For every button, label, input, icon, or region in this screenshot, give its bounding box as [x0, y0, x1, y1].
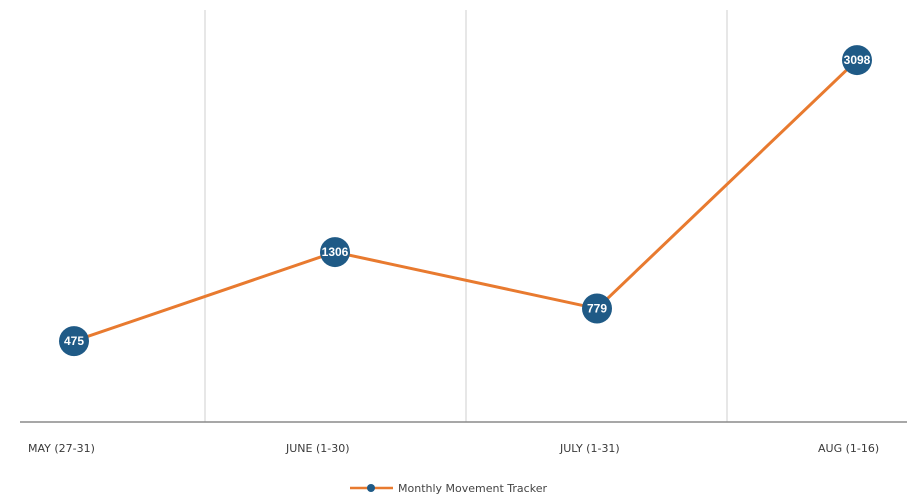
x-tick-label: MAY (27-31) — [28, 442, 95, 455]
legend-label: Monthly Movement Tracker — [398, 482, 547, 494]
legend: Monthly Movement Tracker — [350, 482, 547, 494]
data-label: 1306 — [322, 245, 349, 259]
data-point-marker — [59, 326, 89, 357]
data-point-marker — [842, 45, 872, 76]
data-point-marker — [320, 237, 350, 268]
data-label: 779 — [587, 302, 607, 316]
series-group: 475 1306 779 3098 — [59, 45, 872, 357]
data-label: 475 — [64, 334, 84, 348]
data-point-marker — [582, 293, 612, 324]
x-tick-label: JULY (1-31) — [559, 442, 620, 455]
x-tick-labels: MAY (27-31) JUNE (1-30) JULY (1-31) AUG (1-… — [28, 442, 879, 455]
x-tick-label: JUNE (1-30) — [285, 442, 350, 455]
series-line — [73, 58, 859, 343]
data-label: 3098 — [844, 53, 871, 67]
legend-marker-sample — [367, 484, 375, 492]
grid-lines — [204, 10, 728, 422]
x-tick-label: AUG (1-16) — [818, 442, 879, 455]
